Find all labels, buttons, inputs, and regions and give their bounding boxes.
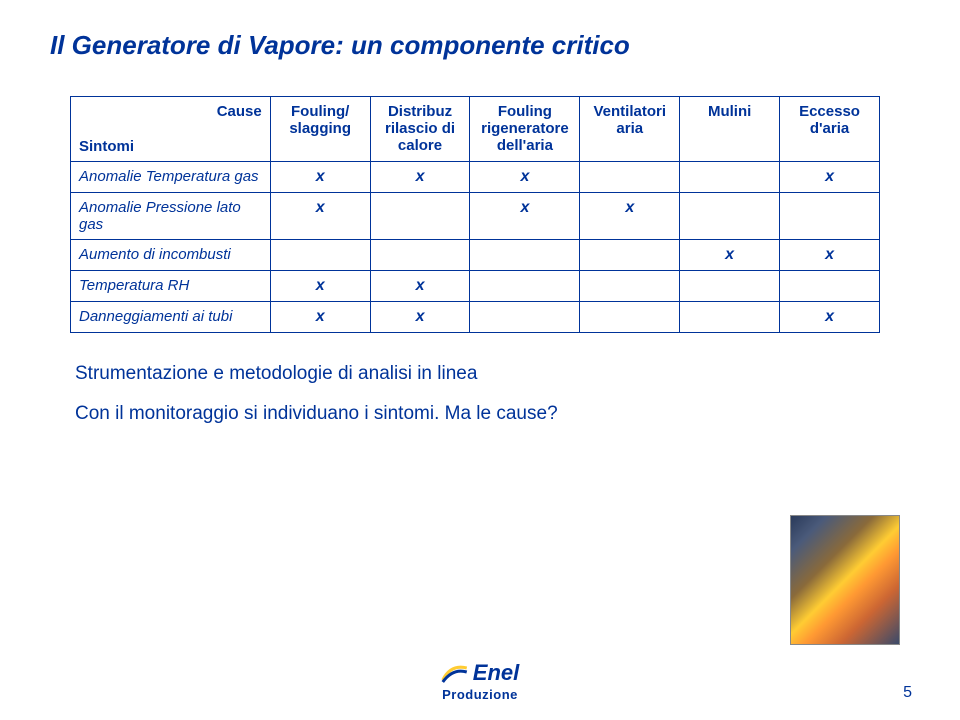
logo-subtext: Produzione (441, 687, 519, 702)
body-line-2: Con il monitoraggio si individuano i sin… (75, 403, 910, 425)
cell (680, 302, 780, 333)
row-label: Anomalie Temperatura gas (71, 162, 271, 193)
row-label: Temperatura RH (71, 271, 271, 302)
cell: x (780, 162, 880, 193)
cell (580, 162, 680, 193)
cell (370, 240, 470, 271)
cell (580, 240, 680, 271)
logo: Enel Produzione (441, 660, 519, 702)
row-label: Aumento di incombusti (71, 240, 271, 271)
table-row: Anomalie Temperatura gas x x x x (71, 162, 880, 193)
cell (580, 271, 680, 302)
cell (680, 271, 780, 302)
thumbnail-image (790, 515, 900, 645)
cell (470, 302, 580, 333)
cell: x (470, 193, 580, 240)
col-header: Fouling/ slagging (270, 97, 370, 162)
page-title: Il Generatore di Vapore: un componente c… (50, 30, 910, 61)
corner-sintomi: Sintomi (79, 138, 262, 155)
cell: x (680, 240, 780, 271)
cell: x (580, 193, 680, 240)
cell: x (470, 162, 580, 193)
col-header: Distribuz rilascio di calore (370, 97, 470, 162)
col-header: Eccesso d'aria (780, 97, 880, 162)
cell: x (270, 302, 370, 333)
cell (780, 271, 880, 302)
col-header: Fouling rigeneratore dell'aria (470, 97, 580, 162)
cell: x (370, 271, 470, 302)
col-header: Mulini (680, 97, 780, 162)
logo-mark: Enel (441, 660, 519, 686)
cell (580, 302, 680, 333)
slide: Il Generatore di Vapore: un componente c… (0, 0, 960, 720)
cell (470, 240, 580, 271)
cell (680, 162, 780, 193)
cell: x (370, 162, 470, 193)
body-text: Strumentazione e metodologie di analisi … (75, 363, 910, 425)
body-line-1: Strumentazione e metodologie di analisi … (75, 363, 910, 385)
cell (680, 193, 780, 240)
row-label: Danneggiamenti ai tubi (71, 302, 271, 333)
cell: x (270, 193, 370, 240)
cell: x (780, 302, 880, 333)
col-header: Ventilatori aria (580, 97, 680, 162)
table-corner: Cause Sintomi (71, 97, 271, 162)
cell (370, 193, 470, 240)
table-row: Danneggiamenti ai tubi x x x (71, 302, 880, 333)
corner-cause: Cause (79, 103, 262, 120)
row-label: Anomalie Pressione lato gas (71, 193, 271, 240)
logo-swoosh-icon (441, 662, 469, 684)
cell (780, 193, 880, 240)
cell: x (270, 162, 370, 193)
table-row: Anomalie Pressione lato gas x x x (71, 193, 880, 240)
cell: x (780, 240, 880, 271)
logo-text: Enel (473, 660, 519, 686)
table-row: Aumento di incombusti x x (71, 240, 880, 271)
table-row: Temperatura RH x x (71, 271, 880, 302)
cell (470, 271, 580, 302)
cell (270, 240, 370, 271)
cause-sintomi-table: Cause Sintomi Fouling/ slagging Distribu… (70, 96, 880, 333)
cell: x (270, 271, 370, 302)
cell: x (370, 302, 470, 333)
page-number: 5 (903, 684, 912, 702)
